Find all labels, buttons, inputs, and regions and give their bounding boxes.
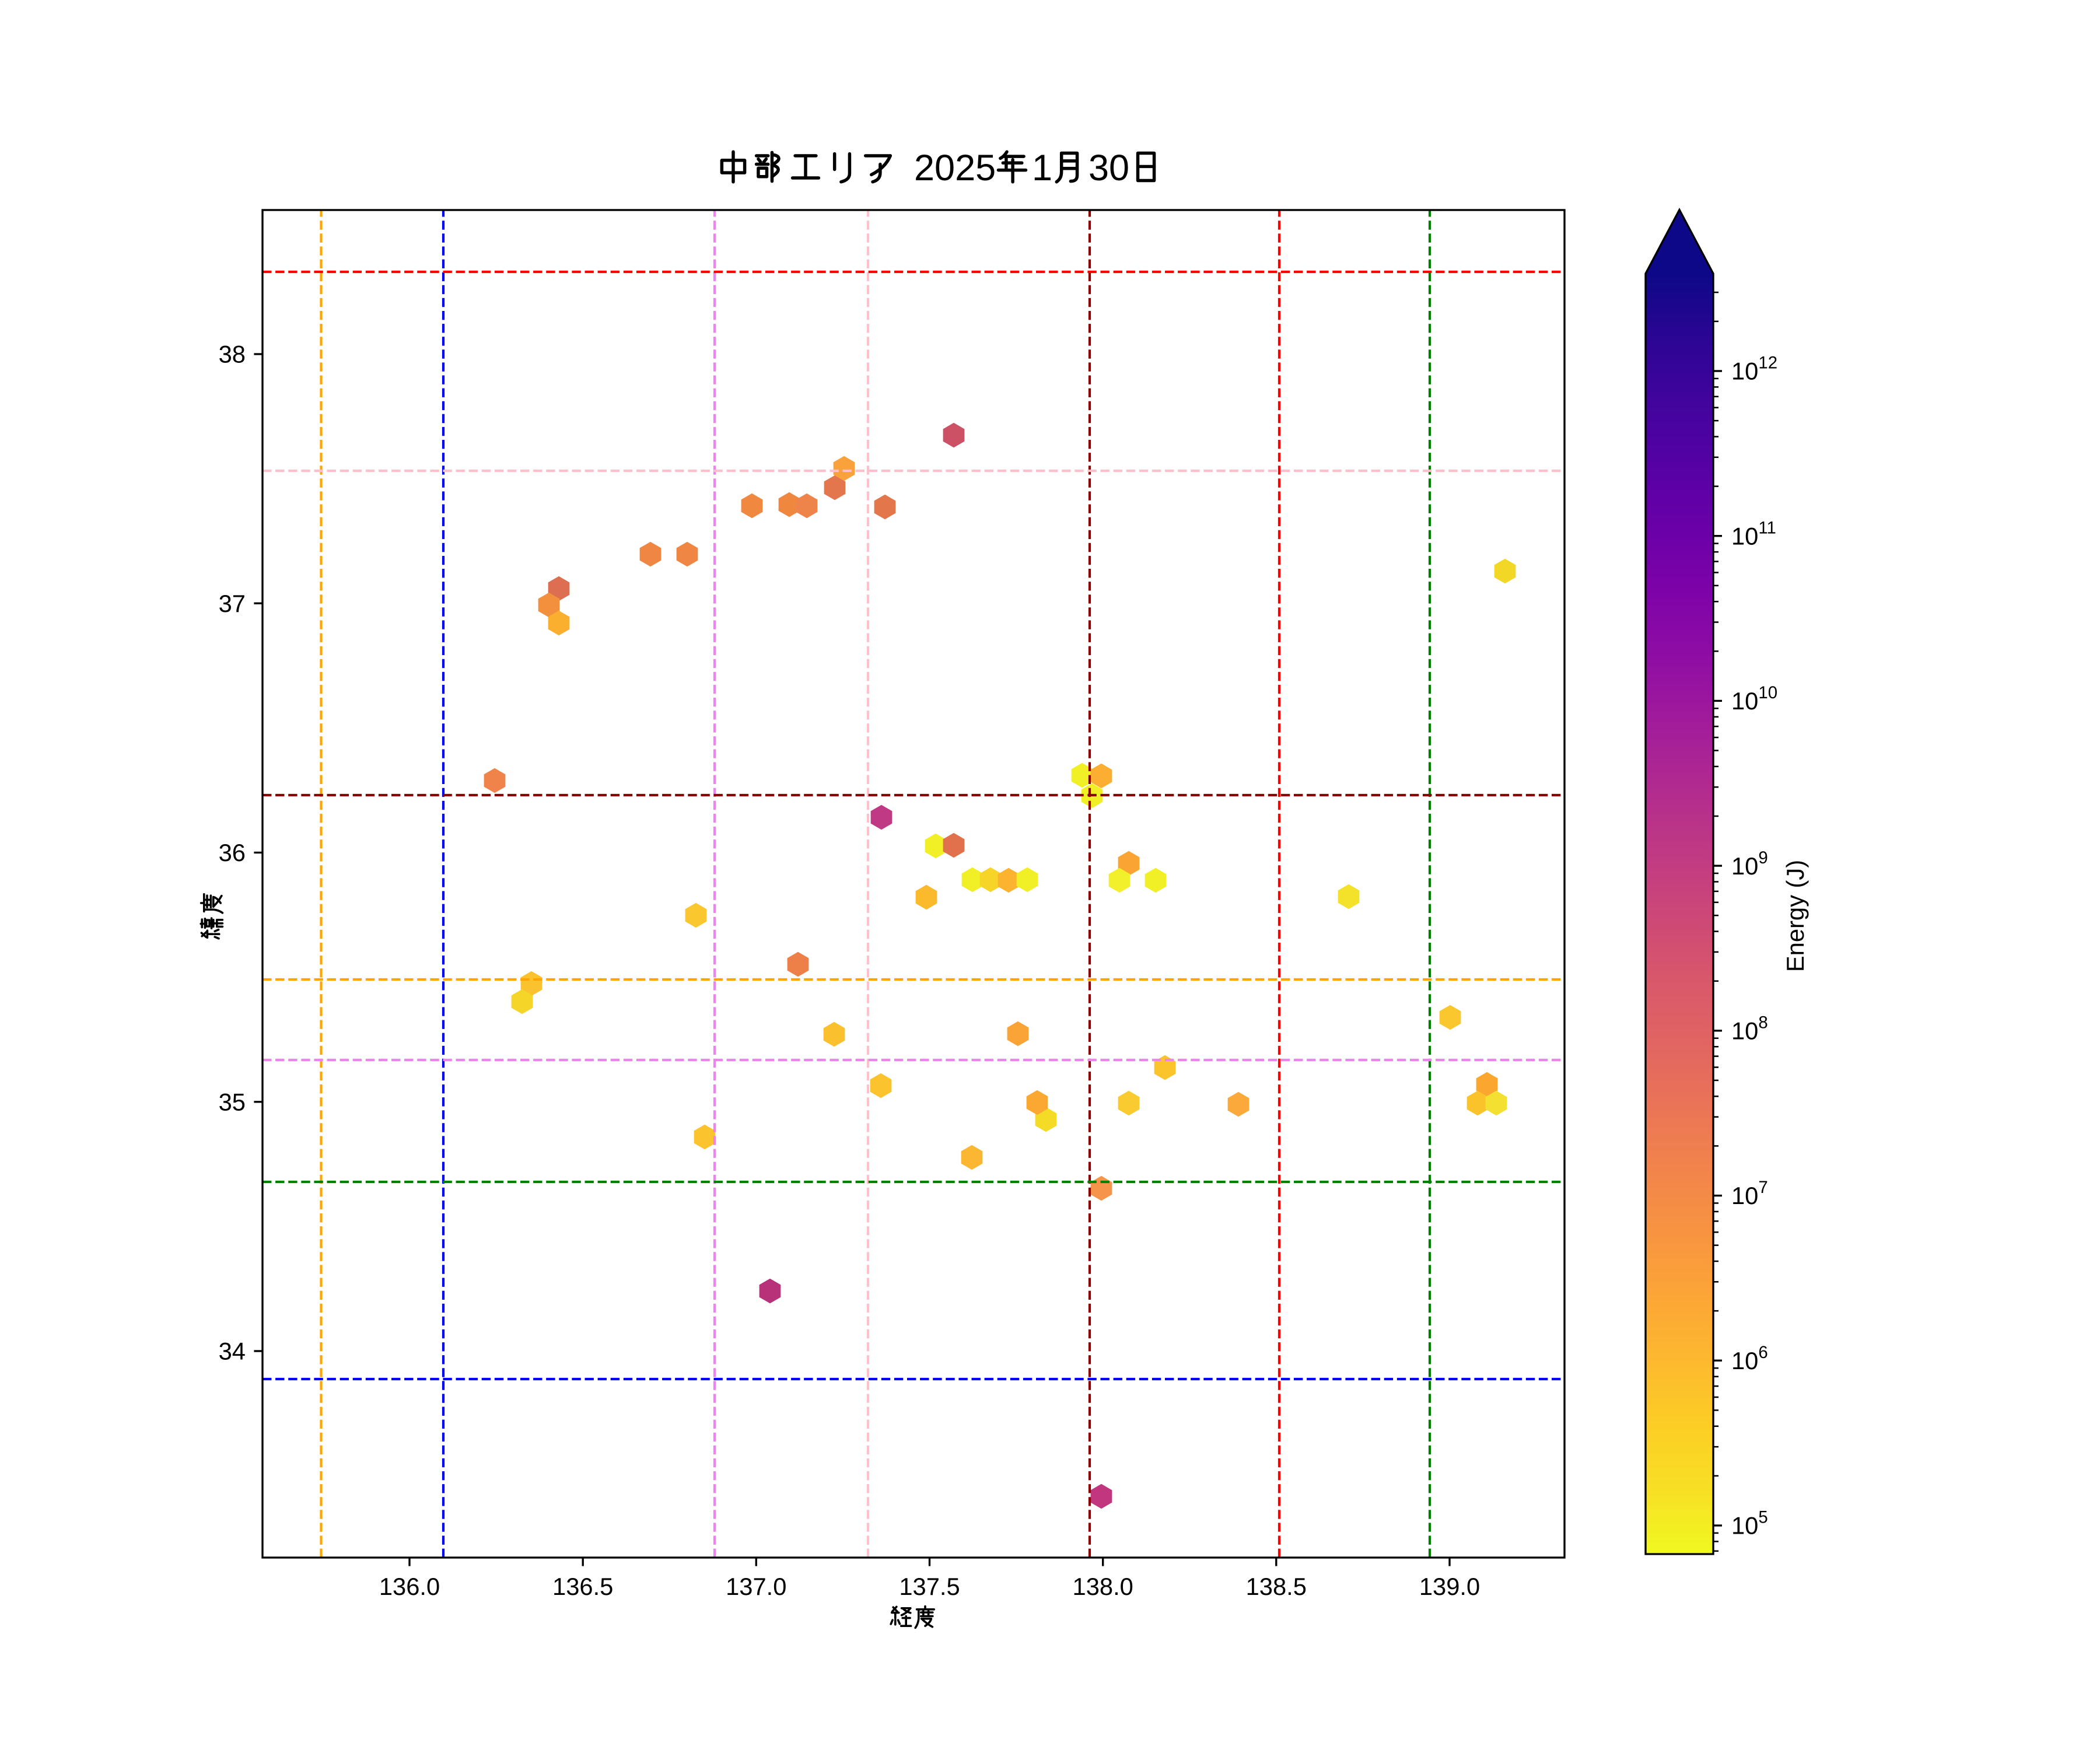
svg-text:37: 37 <box>219 590 246 617</box>
svg-text:138.0: 138.0 <box>1073 1573 1133 1600</box>
svg-text:138.5: 138.5 <box>1246 1573 1307 1600</box>
svg-text:36: 36 <box>219 839 246 866</box>
svg-text:136.5: 136.5 <box>552 1573 613 1600</box>
svg-text:38: 38 <box>219 341 246 368</box>
svg-text:34: 34 <box>219 1338 246 1365</box>
svg-text:137.5: 137.5 <box>899 1573 960 1600</box>
svg-text:30: 30 <box>1088 148 1129 188</box>
svg-text:139.0: 139.0 <box>1419 1573 1480 1600</box>
svg-text:Energy (J): Energy (J) <box>1782 860 1809 972</box>
svg-text:107: 107 <box>1731 1178 1768 1209</box>
svg-text:137.0: 137.0 <box>726 1573 786 1600</box>
svg-text:1: 1 <box>1032 148 1052 188</box>
svg-text:136.0: 136.0 <box>379 1573 440 1600</box>
svg-text:109: 109 <box>1731 848 1768 880</box>
svg-text:1012: 1012 <box>1731 354 1777 385</box>
svg-text:35: 35 <box>219 1089 246 1116</box>
svg-text:2025: 2025 <box>914 148 996 188</box>
